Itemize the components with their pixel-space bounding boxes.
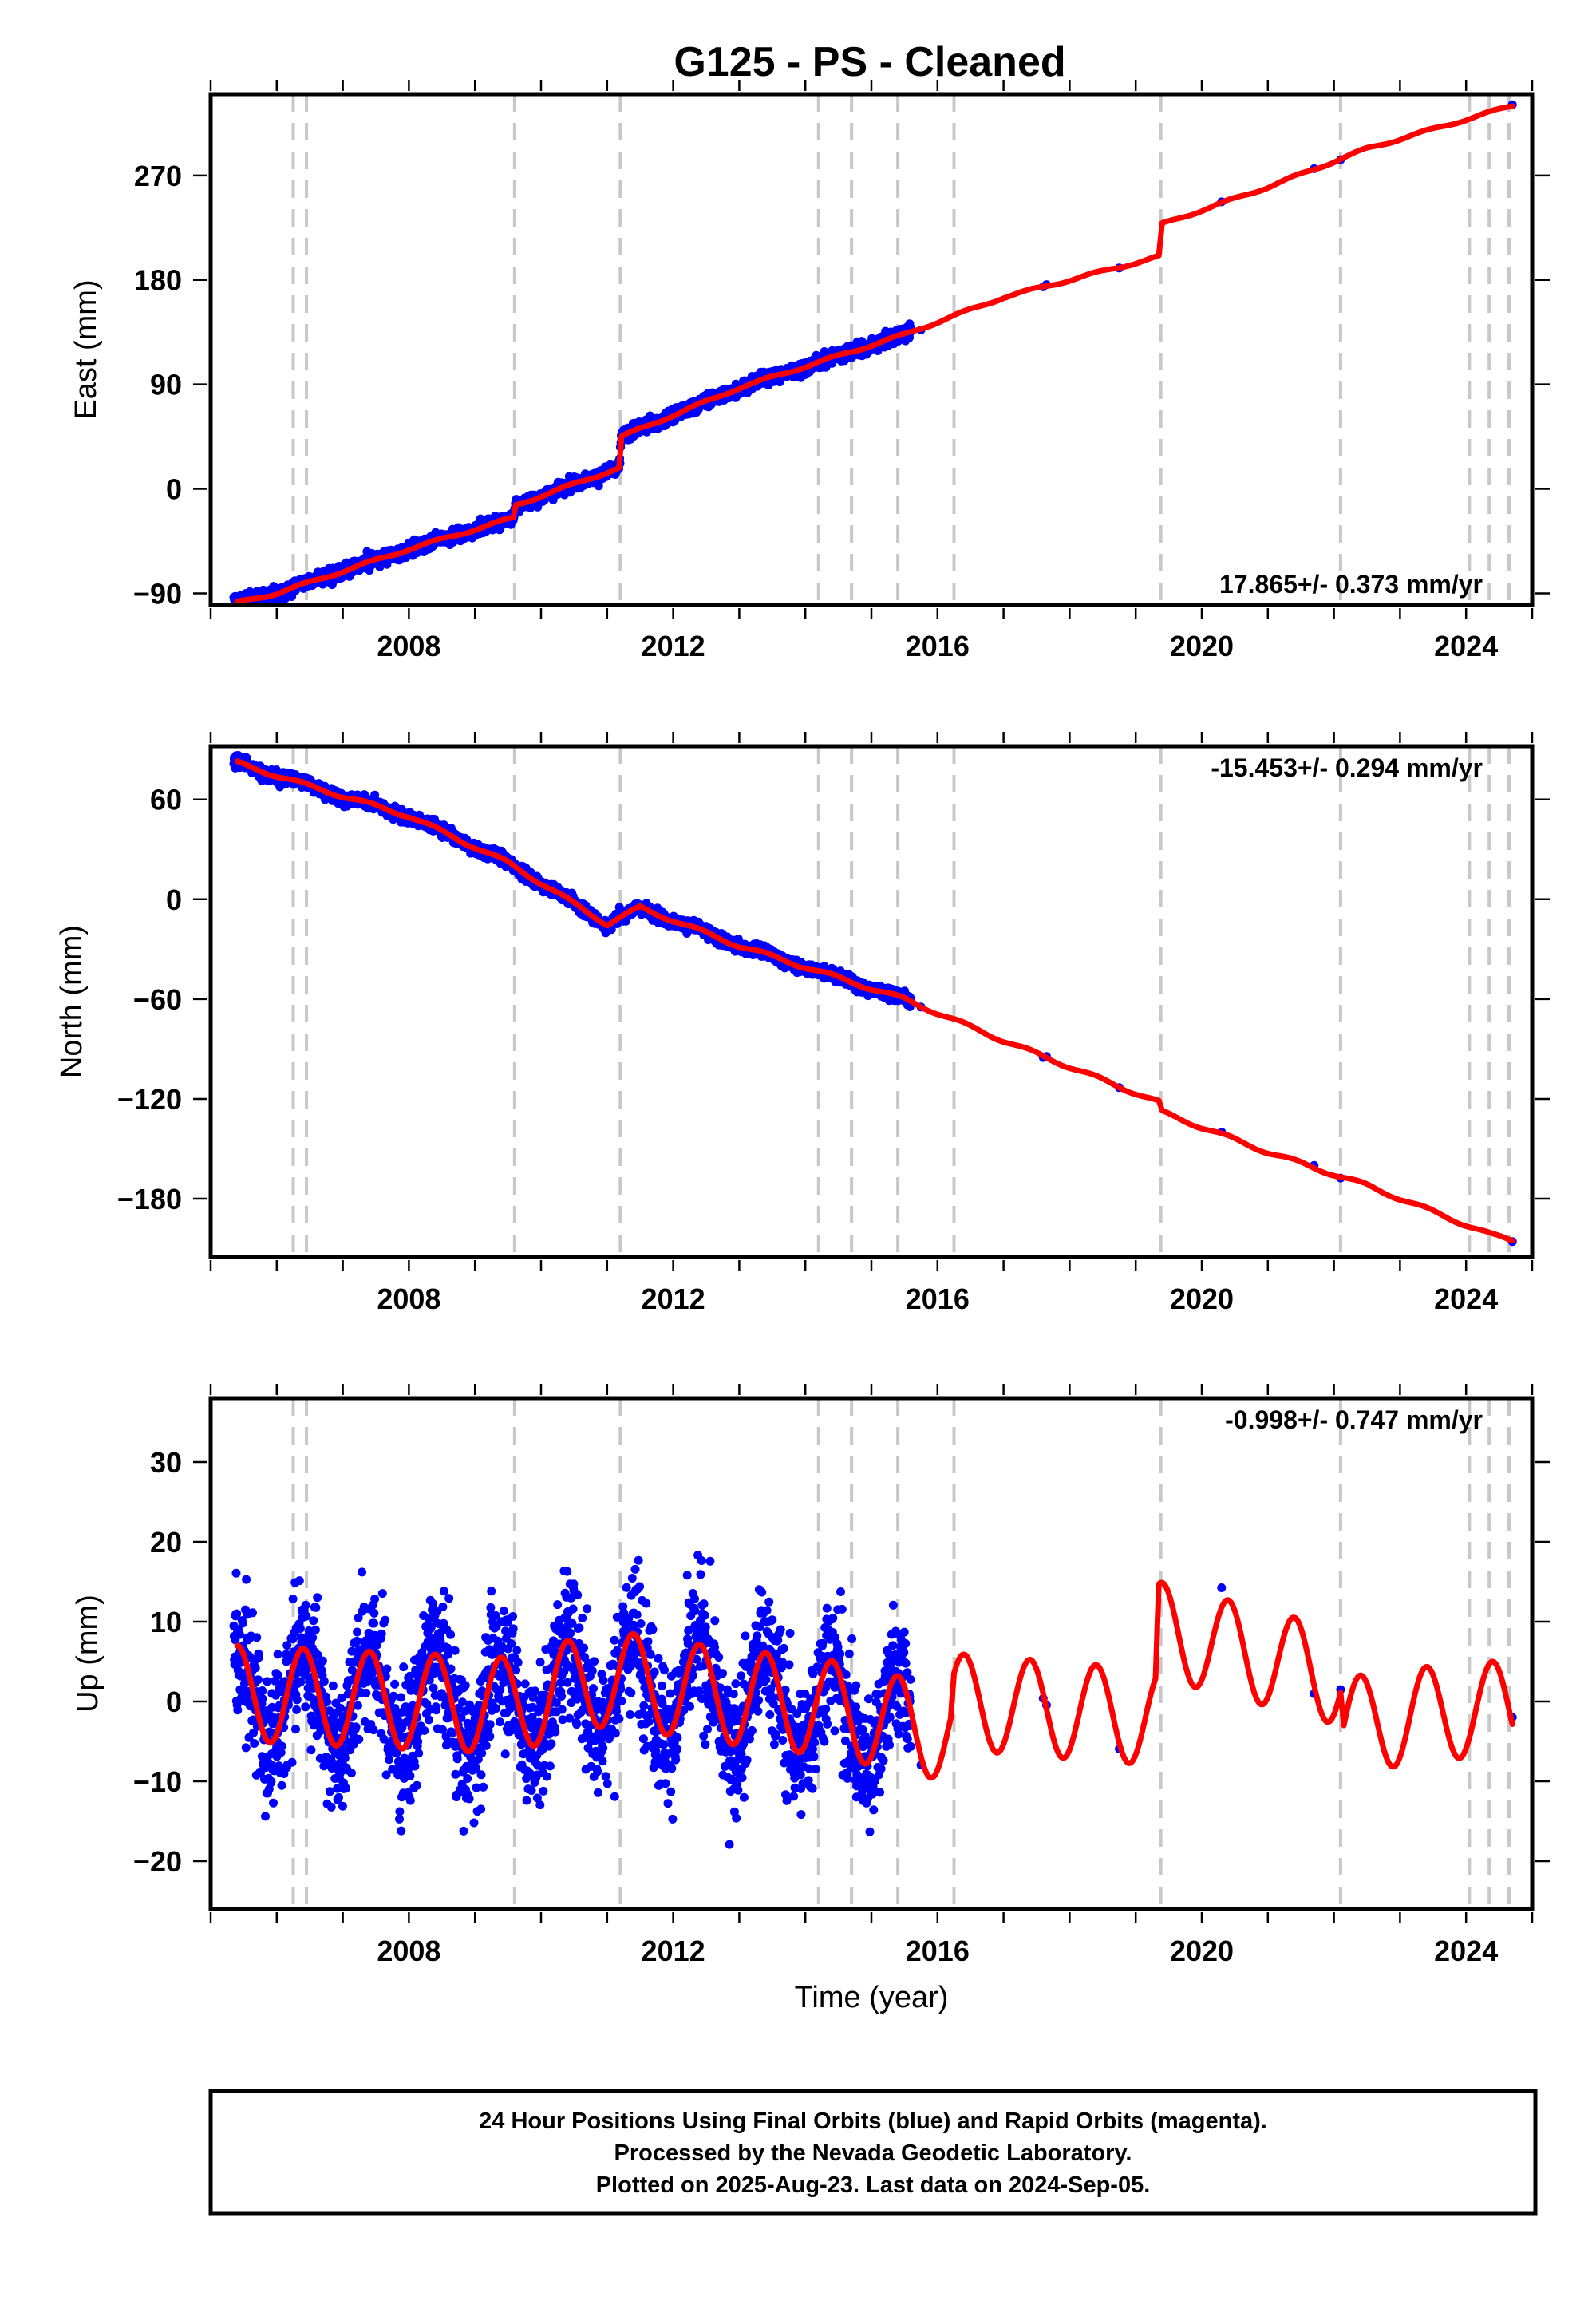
data-point <box>248 1608 257 1618</box>
data-point <box>242 1575 251 1584</box>
y-tick-label: 270 <box>134 160 182 192</box>
y-tick-label: −120 <box>117 1083 182 1116</box>
data-point <box>254 1675 263 1685</box>
data-point <box>301 1702 310 1712</box>
data-point <box>288 1595 298 1603</box>
data-point <box>291 1725 300 1734</box>
data-point <box>292 1705 302 1714</box>
data-point <box>251 1663 260 1673</box>
x-tick-label: 2012 <box>642 630 705 662</box>
y-tick-label: 0 <box>166 473 182 506</box>
y-axis-label: North (mm) <box>55 925 89 1078</box>
x-tick-label: 2024 <box>1434 1282 1498 1315</box>
data-point <box>250 1739 259 1748</box>
y-tick-label: −60 <box>133 983 182 1016</box>
x-tick-label: 2012 <box>642 1282 705 1315</box>
data-point <box>241 1743 251 1753</box>
data-point <box>254 1653 263 1662</box>
x-tick-label: 2008 <box>377 630 440 662</box>
data-point <box>261 1812 270 1821</box>
data-point <box>238 1618 247 1628</box>
data-point <box>258 1694 267 1704</box>
data-point <box>301 1600 310 1610</box>
velocity-rate-label: 17.865+/- 0.373 mm/yr <box>1219 570 1483 599</box>
x-tick-label: 2008 <box>377 1282 440 1315</box>
data-point <box>231 1568 241 1578</box>
data-point <box>295 1624 305 1633</box>
final-orbit-points <box>229 100 1517 605</box>
data-point <box>277 1741 286 1751</box>
plot-frame <box>208 92 1535 607</box>
data-point <box>273 1650 282 1659</box>
y-tick-label: −180 <box>117 1183 182 1215</box>
y-tick-label: 90 <box>150 369 182 401</box>
data-point <box>292 1695 302 1705</box>
data-point <box>252 1633 262 1642</box>
data-point <box>263 1677 272 1686</box>
velocity-rate-label: -15.453+/- 0.294 mm/yr <box>1211 753 1483 782</box>
data-point <box>277 1780 286 1790</box>
model-fit-line <box>234 103 1515 605</box>
data-point <box>267 1777 276 1786</box>
y-tick-label: 60 <box>150 784 182 816</box>
y-tick-label: 0 <box>166 883 182 916</box>
data-point <box>287 1757 297 1767</box>
data-point <box>294 1576 304 1586</box>
final-orbit-points <box>229 1551 1517 1849</box>
y-tick-label: 180 <box>134 264 182 297</box>
x-tick-label: 2020 <box>1170 630 1234 662</box>
east-panel: 2008 2012 2016 2020 2024 −90 0 90 180 270 East (mm… <box>69 80 1550 662</box>
x-tick-label: 2016 <box>906 1282 970 1315</box>
figure-title: G125 - PS - Cleaned <box>674 39 1065 85</box>
north-panel: 2008 2012 2016 2020 2024 −180 −120 −60 0 60 North … <box>55 732 1550 1315</box>
y-axis-label: East (mm) <box>69 279 103 419</box>
y-tick-label: −90 <box>133 577 182 610</box>
data-point <box>274 1670 282 1680</box>
x-tick-label: 2020 <box>1170 1282 1234 1315</box>
x-tick-label: 2024 <box>1434 630 1498 662</box>
x-tick-label: 2016 <box>906 630 970 662</box>
data-point <box>269 1798 278 1808</box>
data-point <box>258 1686 267 1695</box>
data-point <box>233 1705 243 1715</box>
